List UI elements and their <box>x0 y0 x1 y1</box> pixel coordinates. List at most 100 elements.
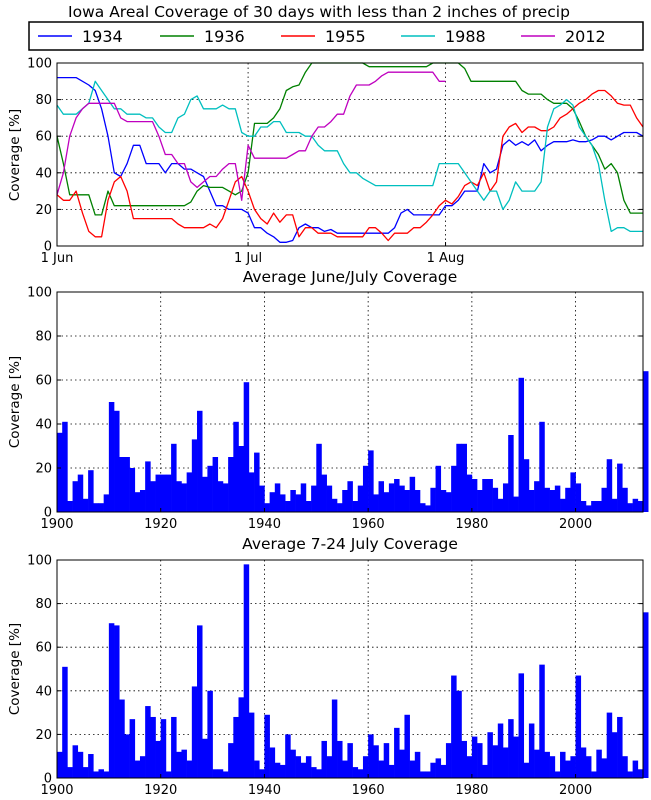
july-bar-1923 <box>176 751 182 778</box>
junejuly-bar-1920 <box>160 474 167 512</box>
july-bar-1925 <box>186 760 193 778</box>
july-bar-1945 <box>290 749 296 778</box>
july-chart-title: Average 7-24 July Coverage <box>242 535 458 553</box>
july-bar-1918 <box>150 716 156 778</box>
july-bar-1935 <box>238 697 244 778</box>
junejuly-bar-1961 <box>373 494 379 512</box>
july-bar-2001 <box>580 747 587 778</box>
july-xtick-label: 2000 <box>559 783 592 798</box>
line-chart-ticks: 0 20 40 60 80 100 1 Jun 1 Jul 1 Aug <box>27 57 643 266</box>
junejuly-ytick-label: 60 <box>35 374 52 389</box>
july-bar-1977 <box>456 690 462 778</box>
junejuly-bar-1904 <box>77 474 84 512</box>
junejuly-bar-2003 <box>591 501 597 512</box>
july-bar-1913 <box>124 734 130 778</box>
junejuly-bar-1928 <box>202 476 208 512</box>
line-chart-xtick-label: 1 Jun <box>41 251 74 266</box>
july-bar-1982 <box>482 764 488 778</box>
junejuly-bar-1910 <box>108 402 115 512</box>
line-chart-series <box>56 62 644 243</box>
july-bar-1962 <box>378 760 385 778</box>
july-bar-1974 <box>440 764 447 778</box>
junejuly-bar-1940 <box>264 503 270 512</box>
junejuly-bar-1995 <box>549 490 556 512</box>
july-bar-1926 <box>191 686 198 778</box>
july-bar-1973 <box>435 758 442 778</box>
junejuly-bar-1914 <box>129 468 136 512</box>
line-chart-title: Iowa Areal Coverage of 30 days with less… <box>68 3 570 21</box>
july-bar-1921 <box>165 771 172 778</box>
july-bar-1964 <box>388 764 395 778</box>
july-bar-1990 <box>523 762 530 778</box>
july-bar-1992 <box>534 749 540 778</box>
junejuly-bar-2007 <box>611 498 618 512</box>
line-chart-ytick-label: 100 <box>27 57 52 72</box>
junejuly-bar-1949 <box>311 485 317 512</box>
junejuly-bar-1994 <box>544 487 550 512</box>
july-bar-1906 <box>88 754 94 778</box>
july-bar-1954 <box>337 740 343 778</box>
line-chart-legend: 1934 1936 1955 1988 2012 <box>28 21 644 51</box>
july-bar-2013 <box>643 612 649 778</box>
july-bar-2002 <box>585 756 592 778</box>
junejuly-bar-1918 <box>150 481 156 512</box>
july-bar-1922 <box>171 716 177 778</box>
july-bar-1958 <box>357 769 364 778</box>
junejuly-bar-1973 <box>435 465 442 512</box>
junejuly-bar-1978 <box>461 443 467 512</box>
july-ticks: 0 20 40 60 80 100 1900 1920 1940 1960 1980 2000 <box>27 554 643 798</box>
july-bar-1933 <box>228 743 234 778</box>
junejuly-bar-1908 <box>98 503 104 512</box>
july-bar-1916 <box>139 756 146 778</box>
junejuly-bar-1967 <box>404 490 410 512</box>
series-line-1988 <box>56 80 643 233</box>
junejuly-bar-1989 <box>518 377 525 512</box>
junejuly-bar-1953 <box>331 498 338 512</box>
junejuly-bar-2009 <box>622 487 628 512</box>
july-xtick-label: 1960 <box>352 783 385 798</box>
july-bar-1947 <box>300 762 307 778</box>
series-line-1934 <box>57 76 644 243</box>
july-bar-1989 <box>518 673 525 778</box>
junejuly-bar-1942 <box>274 483 281 512</box>
junejuly-bar-1943 <box>279 494 286 512</box>
junejuly-bar-1970 <box>420 503 426 512</box>
july-ytick-label: 40 <box>35 684 52 699</box>
july-bar-2005 <box>601 758 607 778</box>
junejuly-ytick-label: 20 <box>35 462 52 477</box>
line-chart-ytick-label: 60 <box>35 130 52 145</box>
junejuly-bar-1921 <box>165 474 172 512</box>
junejuly-bar-1950 <box>316 443 322 512</box>
junejuly-ytick-label: 0 <box>44 506 52 521</box>
junejuly-bar-1919 <box>155 474 162 512</box>
line-chart-ytick-label: 40 <box>35 166 52 181</box>
junejuly-bar-1900 <box>57 432 63 512</box>
junejuly-bar-1913 <box>124 457 130 512</box>
junejuly-bar-1991 <box>528 490 535 512</box>
junejuly-bar-1925 <box>186 472 193 512</box>
july-bar-1932 <box>222 771 229 778</box>
july-bar-2003 <box>591 771 597 778</box>
july-7-24-bar-panel: Average 7-24 July Coverage 0 20 40 60 80 100 1… <box>7 535 649 798</box>
july-bar-1983 <box>487 732 493 778</box>
junejuly-bar-1959 <box>362 465 369 512</box>
junejuly-bar-1993 <box>539 421 545 512</box>
junejuly-bar-2010 <box>627 503 633 512</box>
july-ytick-label: 100 <box>27 554 52 569</box>
july-bar-1912 <box>119 699 125 778</box>
junejuly-ylabel: Coverage [%] <box>7 356 23 448</box>
july-bar-1942 <box>274 762 281 778</box>
july-bar-1948 <box>305 756 312 778</box>
july-bar-1909 <box>103 771 110 778</box>
junejuly-bar-1924 <box>181 483 187 512</box>
july-bar-1995 <box>549 756 556 778</box>
junejuly-bar-1968 <box>409 476 416 512</box>
junejuly-bar-1981 <box>477 490 483 512</box>
july-bar-1970 <box>420 771 426 778</box>
junejuly-bar-1917 <box>145 461 151 512</box>
junejuly-bar-1960 <box>368 450 374 512</box>
series-line-2012 <box>56 71 446 201</box>
july-bar-1972 <box>430 762 436 778</box>
july-bars <box>57 564 649 778</box>
july-bar-1980 <box>471 736 478 778</box>
